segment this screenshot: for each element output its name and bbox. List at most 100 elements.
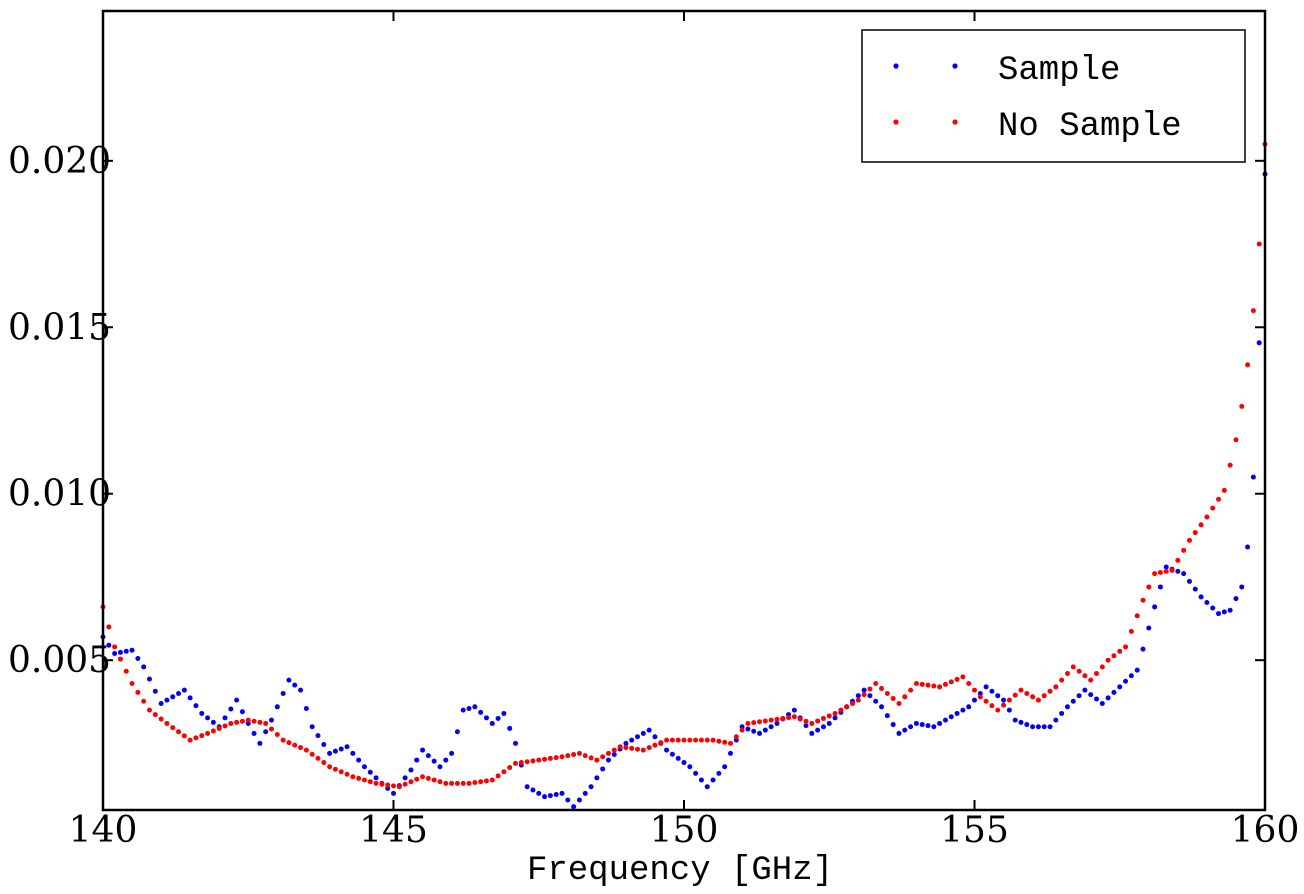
data-point <box>391 790 396 796</box>
data-point <box>1035 697 1041 703</box>
data-point <box>1227 607 1233 613</box>
data-point <box>826 720 832 726</box>
data-point <box>193 735 199 741</box>
data-point <box>832 715 838 721</box>
data-point <box>1140 646 1146 652</box>
data-point <box>1117 684 1123 690</box>
data-point <box>478 779 484 785</box>
data-point <box>315 733 321 739</box>
data-point <box>489 720 495 726</box>
data-point <box>1117 648 1123 654</box>
data-point <box>1245 544 1251 550</box>
data-point <box>478 709 484 715</box>
data-point <box>983 698 989 704</box>
data-point <box>844 704 850 710</box>
data-point <box>576 797 582 803</box>
data-point <box>1030 724 1036 730</box>
data-point <box>640 747 646 753</box>
data-point <box>425 775 431 781</box>
data-point <box>501 710 507 716</box>
data-point <box>1169 567 1175 573</box>
data-point <box>977 694 983 700</box>
data-point <box>396 784 402 790</box>
data-point <box>228 720 234 726</box>
data-point <box>687 737 693 743</box>
data-point <box>605 757 611 763</box>
data-point <box>106 624 112 630</box>
data-point <box>1123 644 1129 650</box>
x-axis-label: Frequency [GHz] <box>527 852 833 890</box>
data-point <box>449 750 455 756</box>
data-point <box>1128 628 1134 634</box>
data-point <box>989 703 995 709</box>
data-point <box>170 694 176 700</box>
data-point <box>716 770 722 776</box>
data-point <box>298 687 304 693</box>
data-point <box>373 780 379 786</box>
data-point <box>1123 678 1129 684</box>
data-point <box>483 778 489 784</box>
data-points <box>100 141 1268 810</box>
data-point <box>745 720 751 726</box>
data-point <box>344 771 350 777</box>
data-point <box>565 753 571 759</box>
data-point <box>1111 689 1117 695</box>
data-point <box>152 712 158 718</box>
data-point <box>884 690 890 696</box>
data-point <box>1105 657 1111 663</box>
data-point <box>1181 571 1187 577</box>
data-point <box>698 737 704 743</box>
data-point <box>588 755 594 761</box>
data-point <box>809 730 815 736</box>
data-point <box>1239 584 1245 590</box>
data-point <box>1076 693 1082 699</box>
data-point <box>425 753 431 759</box>
data-point <box>112 644 118 650</box>
data-point <box>356 757 362 763</box>
data-point <box>1041 724 1047 730</box>
data-point <box>733 734 739 740</box>
data-point <box>1134 613 1140 619</box>
data-point <box>739 727 745 733</box>
data-point <box>722 764 728 770</box>
data-point <box>652 742 658 748</box>
data-point <box>815 727 821 733</box>
data-point <box>513 760 519 766</box>
legend-marker-no-sample <box>952 119 958 125</box>
data-point <box>937 684 943 690</box>
data-point <box>449 780 455 786</box>
data-point <box>268 717 274 723</box>
data-point <box>263 729 269 735</box>
data-point <box>309 724 315 730</box>
data-point <box>1245 362 1251 368</box>
data-point <box>1099 664 1105 670</box>
data-point <box>303 747 309 753</box>
data-point <box>245 717 251 723</box>
data-point <box>1099 700 1105 706</box>
data-point <box>908 724 914 730</box>
x-tick-label: 155 <box>940 810 1009 851</box>
data-point <box>385 782 391 788</box>
data-point <box>263 720 269 726</box>
data-point <box>228 706 234 712</box>
data-point <box>913 720 919 726</box>
data-point <box>216 725 222 731</box>
data-point <box>1157 584 1163 590</box>
data-point <box>321 760 327 766</box>
data-point <box>664 737 670 743</box>
data-point <box>530 787 536 793</box>
data-point <box>879 685 885 691</box>
data-point <box>443 780 449 786</box>
data-point <box>617 744 623 750</box>
data-point <box>1152 571 1158 577</box>
data-point <box>791 707 797 713</box>
data-point <box>966 680 972 686</box>
data-point <box>414 776 420 782</box>
data-point <box>658 740 664 746</box>
data-point <box>1001 702 1007 708</box>
y-tick-label: 0.010 <box>8 474 111 515</box>
data-point <box>135 656 141 662</box>
data-point <box>135 689 141 695</box>
data-point <box>315 755 321 761</box>
data-point <box>1210 605 1216 611</box>
